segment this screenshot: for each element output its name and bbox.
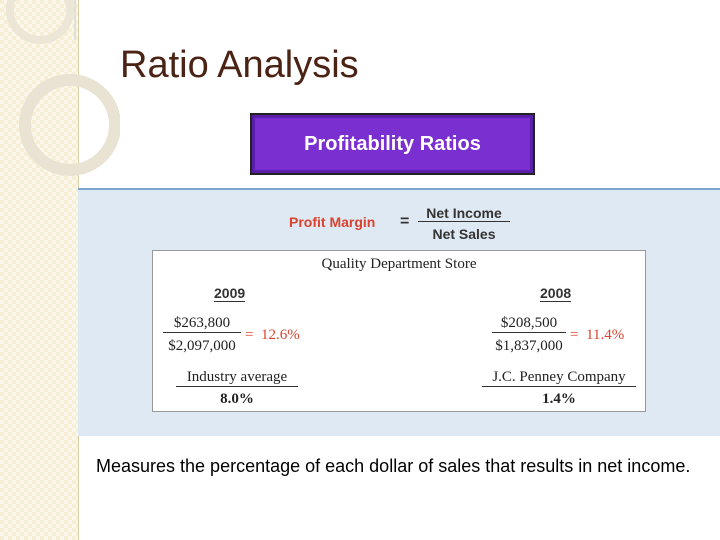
- result: 11.4%: [586, 327, 625, 343]
- slide-title: Ratio Analysis: [120, 44, 359, 86]
- numerator: $208,500: [492, 315, 566, 333]
- year: 2008: [540, 285, 572, 302]
- formula-denominator: Net Sales: [432, 226, 496, 242]
- example-box: [152, 250, 646, 412]
- comparison-label: J.C. Penney Company: [482, 369, 636, 387]
- description: Measures the percentage of each dollar o…: [96, 456, 691, 476]
- numerator: $263,800: [163, 315, 241, 333]
- banner-text: Profitability Ratios: [304, 132, 481, 155]
- comparison-value: 1.4%: [542, 391, 576, 407]
- equals: =: [570, 327, 579, 343]
- denominator: $2,097,000: [168, 338, 236, 354]
- example-heading: Quality Department Store: [321, 256, 477, 272]
- year: 2009: [214, 285, 246, 302]
- result: 12.6%: [261, 327, 300, 343]
- formula-name: Profit Margin: [289, 214, 376, 230]
- comparison-value: 8.0%: [220, 391, 254, 407]
- banner: Profitability Ratios: [250, 113, 535, 175]
- decor-rings: [6, 0, 120, 176]
- formula-numerator: Net Income: [418, 205, 510, 222]
- comparison-label: Industry average: [176, 369, 298, 387]
- denominator: $1,837,000: [495, 338, 563, 354]
- equals: =: [245, 327, 254, 343]
- formula-operator: =: [400, 213, 410, 230]
